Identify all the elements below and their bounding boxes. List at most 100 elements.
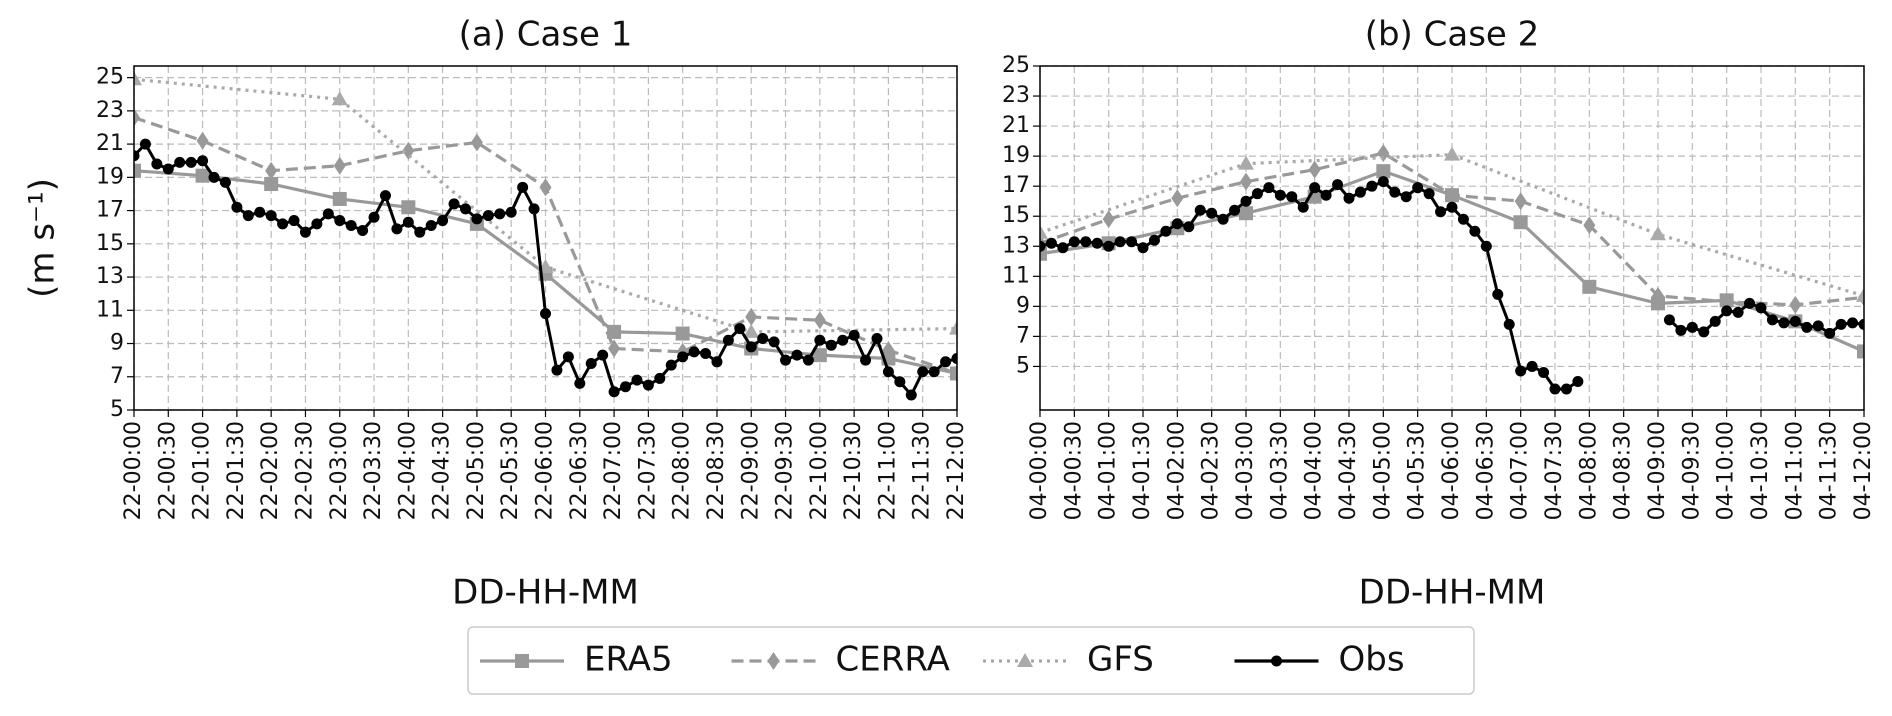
y-tick-label: 17 (96, 198, 124, 223)
marker (264, 176, 279, 191)
marker (1238, 155, 1254, 170)
marker (414, 226, 426, 238)
marker (1675, 324, 1687, 336)
marker (1766, 314, 1778, 326)
marker (1446, 201, 1458, 213)
x-tick-label: 22-10:00 (807, 421, 832, 520)
marker (1698, 326, 1710, 338)
marker (871, 333, 883, 345)
marker (1503, 318, 1515, 330)
marker (1377, 144, 1390, 163)
marker (734, 323, 746, 335)
x-tick-label: 22-09:00 (738, 421, 763, 520)
x-tick-label: 22-06:00 (533, 421, 558, 520)
x-tick-label: 04-00:30 (1061, 421, 1086, 520)
marker (1286, 191, 1298, 203)
marker (1297, 201, 1309, 213)
y-tick-label: 21 (1002, 113, 1030, 138)
x-tick-label: 22-08:00 (670, 421, 695, 520)
x-tick-label: 22-01:00 (190, 421, 215, 520)
marker (1240, 195, 1252, 207)
marker (722, 334, 734, 346)
marker (1240, 172, 1252, 191)
x-tick-label: 04-09:30 (1679, 421, 1704, 520)
marker (539, 178, 552, 197)
marker (1858, 318, 1864, 330)
marker (299, 226, 311, 238)
marker (1709, 315, 1721, 327)
y-tick-label: 9 (1016, 293, 1030, 318)
marker (745, 307, 758, 326)
marker (551, 364, 563, 376)
marker (745, 341, 757, 353)
y-axis-label: (m s⁻¹) (23, 178, 63, 298)
y-tick-label: 7 (110, 364, 124, 389)
marker (813, 311, 826, 330)
x-tick-label: 22-08:30 (704, 421, 729, 520)
marker (1229, 204, 1241, 216)
marker (597, 349, 609, 361)
x-tick-label: 04-04:00 (1302, 421, 1327, 520)
marker (425, 220, 437, 232)
y-tick-label: 21 (96, 131, 124, 156)
series-line (134, 77, 957, 334)
x-tick-label: 22-11:30 (910, 421, 935, 520)
marker (231, 201, 243, 213)
marker (1160, 225, 1172, 237)
marker (1856, 287, 1864, 302)
marker (242, 210, 254, 222)
marker (402, 216, 414, 228)
marker (1423, 188, 1435, 200)
marker (1650, 226, 1666, 241)
marker (1721, 305, 1733, 317)
y-tick-label: 15 (1002, 203, 1030, 228)
marker (1040, 246, 1047, 261)
x-tick-label: 22-10:30 (841, 421, 866, 520)
marker (254, 206, 266, 218)
marker (482, 210, 494, 222)
marker (1308, 160, 1321, 179)
marker (134, 150, 140, 162)
legend-label: GFS (1087, 640, 1154, 680)
marker (1732, 306, 1744, 318)
marker (195, 168, 210, 183)
x-tick-label: 04-08:00 (1576, 421, 1601, 520)
marker (1343, 192, 1355, 204)
marker (1412, 182, 1424, 194)
marker (391, 223, 403, 235)
marker (677, 351, 689, 363)
marker (700, 347, 712, 359)
marker (1194, 204, 1206, 216)
marker (139, 138, 151, 150)
marker (1686, 321, 1698, 333)
marker (951, 352, 957, 364)
x-tick-label: 04-09:00 (1645, 421, 1670, 520)
marker (1582, 279, 1597, 294)
marker (528, 203, 540, 215)
marker (905, 389, 917, 401)
marker (494, 208, 506, 220)
legend-marker (1271, 655, 1282, 667)
marker (917, 366, 929, 378)
x-tick-label: 04-08:30 (1611, 421, 1636, 520)
legend-marker (1017, 653, 1033, 667)
marker (1040, 240, 1046, 252)
marker (1469, 225, 1481, 237)
marker (1366, 180, 1378, 192)
marker (1068, 236, 1080, 248)
x-tick-label: 04-10:30 (1748, 421, 1773, 520)
marker (928, 366, 940, 378)
marker (837, 334, 849, 346)
marker (940, 356, 952, 368)
marker (1137, 242, 1149, 254)
marker (1446, 186, 1458, 205)
marker (860, 354, 872, 366)
marker (470, 133, 483, 152)
y-tick-label: 23 (1002, 83, 1030, 108)
x-tick-label: 22-12:00 (944, 421, 969, 520)
marker (665, 359, 677, 371)
marker (334, 215, 346, 227)
marker (1744, 297, 1756, 309)
marker (1513, 215, 1528, 230)
marker (401, 200, 416, 215)
